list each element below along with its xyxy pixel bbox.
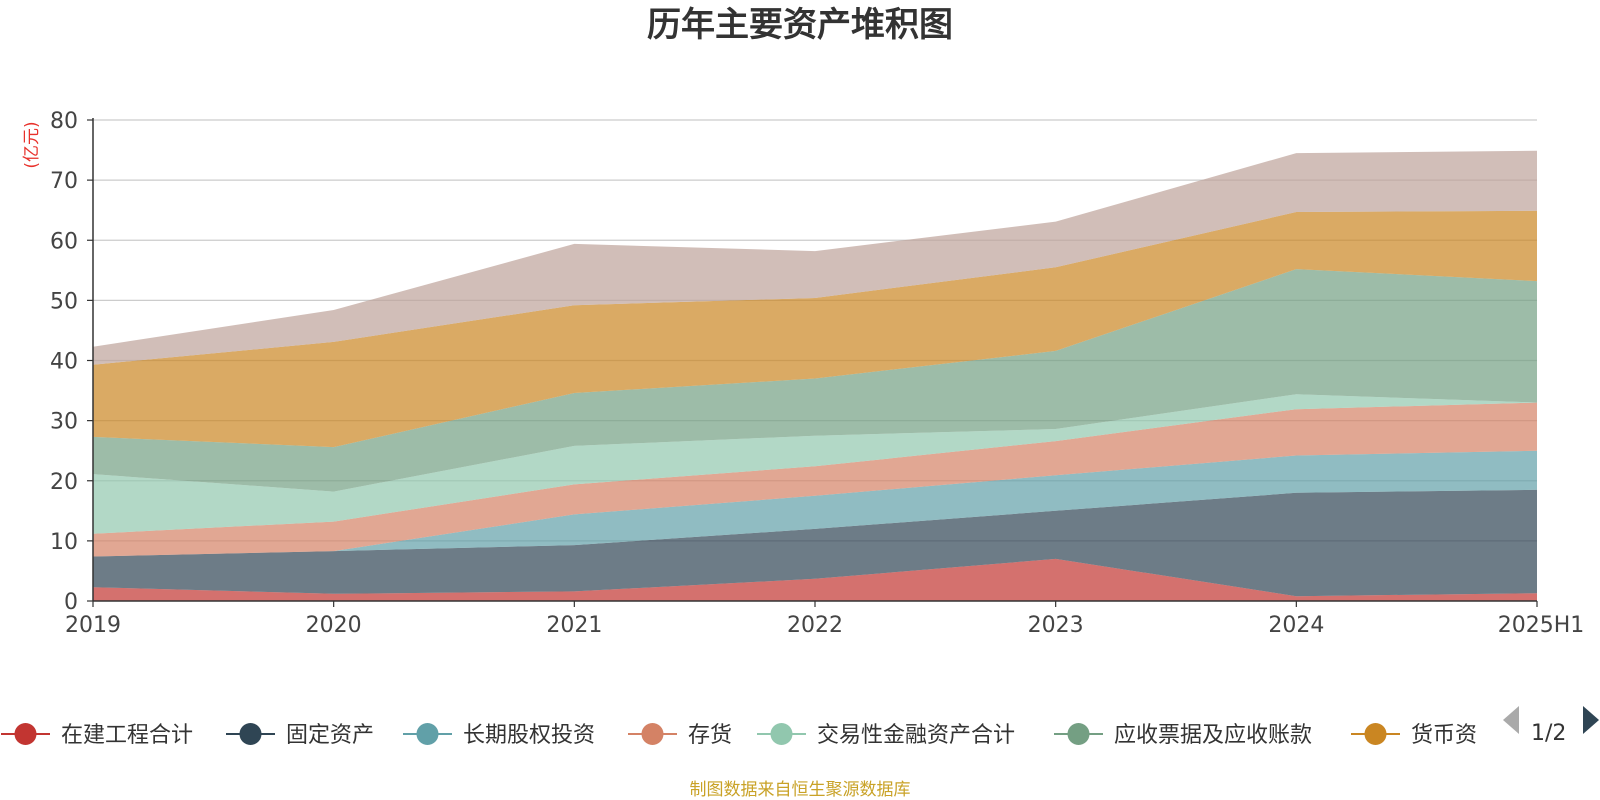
legend-item[interactable]: 存货 [628, 723, 732, 748]
legend-item[interactable]: 在建工程合计 [1, 723, 193, 748]
area-series-5 [93, 269, 1537, 492]
legend-item[interactable]: 应收票据及应收账款 [1054, 723, 1312, 748]
legend-page-indicator: 1/2 [1531, 721, 1566, 746]
legend-marker-icon [239, 723, 262, 745]
area-series-2 [93, 450, 1537, 557]
x-tick-label: 2020 [306, 613, 362, 638]
legend-marker-icon [641, 723, 664, 745]
y-tick-label: 10 [50, 530, 78, 555]
legend-label: 长期股权投资 [463, 723, 595, 748]
y-tick-label: 80 [50, 109, 78, 134]
legend-marker-icon [1067, 723, 1090, 745]
legend-item[interactable]: 固定资产 [226, 723, 374, 748]
x-tick-label: 2019 [65, 613, 121, 638]
y-tick-label: 30 [50, 410, 78, 435]
legend-next-page-icon[interactable] [1583, 706, 1599, 734]
area-series-3 [93, 402, 1537, 557]
legend-pager: 1/2 [1503, 706, 1599, 746]
legend-marker-icon [1364, 723, 1387, 745]
y-axis-unit-label: (亿元) [22, 121, 42, 168]
legend-label: 在建工程合计 [61, 723, 193, 748]
area-series-1 [93, 489, 1537, 597]
legend-marker-icon [14, 723, 37, 745]
area-series-0 [93, 558, 1537, 601]
y-tick-label: 20 [50, 470, 78, 495]
x-tick-label: 2021 [546, 613, 602, 638]
legend-label: 应收票据及应收账款 [1114, 723, 1312, 748]
area-series-group [93, 150, 1537, 601]
legend-prev-page-icon[interactable] [1503, 706, 1519, 734]
legend-marker-icon [770, 723, 793, 745]
y-tick-label: 50 [50, 289, 78, 314]
y-tick-label: 40 [50, 350, 78, 375]
y-tick-label: 0 [64, 590, 78, 615]
legend-label: 货币资 [1411, 723, 1477, 748]
x-tick-label: 2023 [1028, 613, 1084, 638]
legend-item[interactable]: 长期股权投资 [403, 723, 595, 748]
y-tick-label: 60 [50, 229, 78, 254]
legend-label: 交易性金融资产合计 [817, 723, 1015, 748]
x-tick-label: 2024 [1268, 613, 1324, 638]
chart-title: 历年主要资产堆积图 [647, 5, 953, 45]
data-source-note: 制图数据来自恒生聚源数据库 [690, 780, 911, 800]
legend: 在建工程合计 固定资产 长期股权投资 存货 交易性金融资产合计 应收票据及应收账款 货币资 [1, 723, 1477, 748]
x-tick-label: 2022 [787, 613, 843, 638]
legend-item[interactable]: 货币资 [1351, 723, 1477, 748]
axes: 0 10 20 30 40 50 60 70 80 2019 2020 2021 2022 2023 202… [50, 109, 1584, 638]
legend-label: 固定资产 [286, 723, 374, 748]
legend-item[interactable]: 交易性金融资产合计 [757, 723, 1015, 748]
area-series-4 [93, 394, 1537, 534]
y-tick-label: 70 [50, 169, 78, 194]
legend-label: 存货 [688, 723, 732, 748]
area-series-6 [93, 210, 1537, 448]
area-series-7 [93, 150, 1537, 365]
x-tick-label: 2025H1 [1498, 613, 1585, 638]
legend-marker-icon [416, 723, 439, 745]
